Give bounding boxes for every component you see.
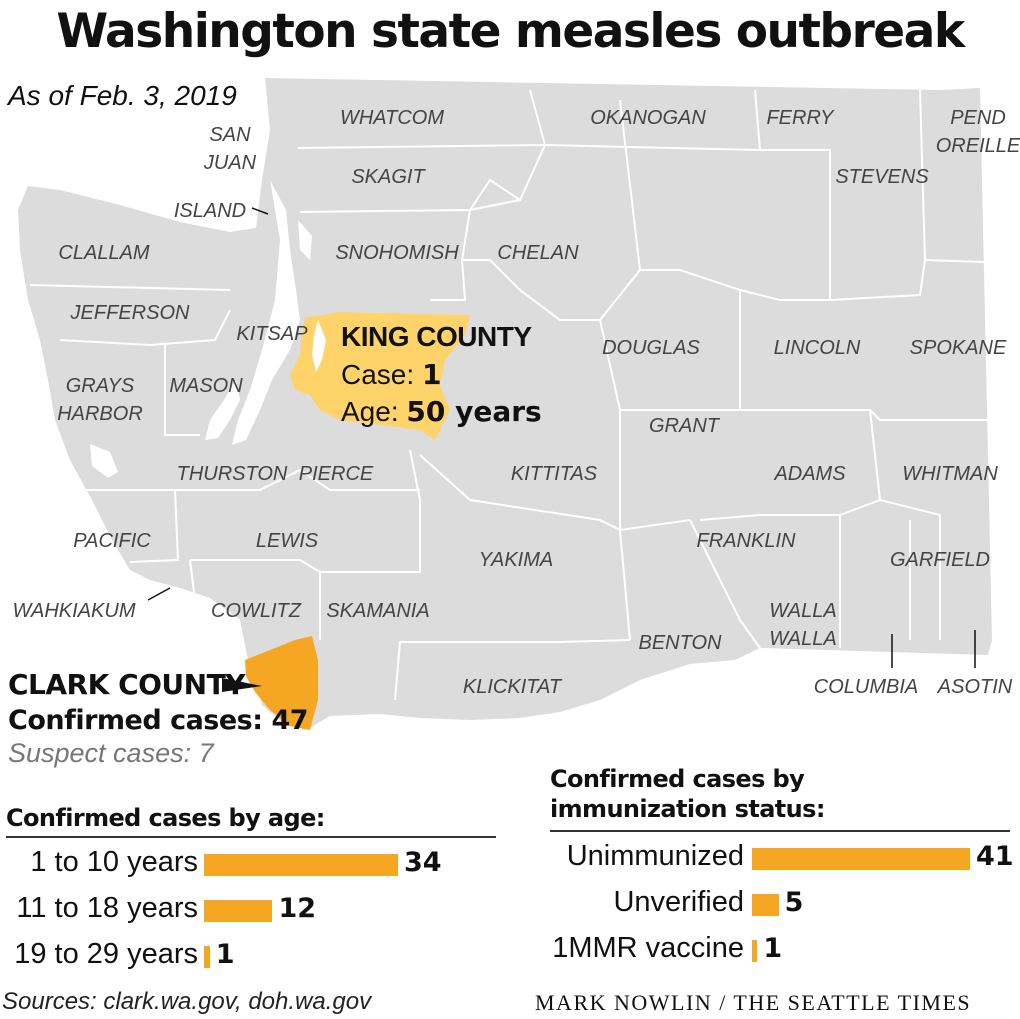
bar-value-label: 1 [763, 933, 783, 964]
county-label: WALLA [769, 600, 836, 622]
county-borders [29, 89, 988, 701]
clark-confirmed-label: Confirmed cases: [8, 705, 263, 736]
county-label: LEWIS [256, 530, 319, 552]
county-label: CHELAN [497, 242, 579, 264]
bar [204, 946, 210, 968]
county-label: LINCOLN [774, 337, 861, 359]
clark-confirmed-value: 47 [271, 705, 309, 736]
bar-value-label: 1 [215, 939, 235, 970]
county-label: MASON [169, 375, 243, 397]
county-label: KLICKITAT [463, 676, 563, 698]
county-label: WHITMAN [902, 463, 998, 485]
bar [752, 894, 779, 916]
bar [752, 940, 758, 962]
bar-value-label: 34 [404, 847, 442, 878]
bar [204, 854, 398, 876]
county-label: JEFFERSON [70, 302, 190, 324]
county-label: THURSTON [177, 463, 288, 485]
county-label: ISLAND [174, 200, 246, 222]
king-age-label: Age: [341, 396, 399, 427]
county-label: WHATCOM [340, 107, 444, 129]
king-county-water [312, 320, 326, 372]
county-label: KITTITAS [511, 463, 598, 485]
county-label: SNOHOMISH [335, 242, 459, 264]
bar-category-label: Unverified [613, 886, 744, 918]
county-label: BENTON [639, 632, 723, 654]
county-label: ADAMS [773, 463, 846, 485]
immunization-chart-title-line: immunization status: [550, 795, 825, 823]
county-label: SKAMANIA [326, 600, 429, 622]
county-label: OREILLE [936, 135, 1020, 157]
king-case-label: Case: [341, 359, 414, 390]
bar-value-label: 5 [784, 887, 804, 918]
bar-value-label: 12 [278, 893, 317, 924]
county-label: JUAN [203, 152, 257, 174]
county-label: GRANT [649, 415, 721, 437]
county-label: PACIFIC [73, 530, 151, 552]
king-county-name: KING COUNTY [341, 321, 532, 352]
county-label: WAHKIAKUM [13, 600, 136, 622]
county-label: COLUMBIA [814, 676, 918, 698]
bar-category-label: 1 to 10 years [30, 846, 198, 878]
bar-category-label: 19 to 29 years [14, 938, 198, 970]
clark-confirmed-line: Confirmed cases: 47 [8, 705, 309, 736]
immunization-chart-title: Confirmed cases by immunization status: [550, 764, 825, 824]
county-label: FERRY [766, 107, 835, 129]
county-label: OKANOGAN [590, 107, 706, 129]
county-connectors [147, 207, 976, 668]
king-county-callout: KING COUNTY Case: 1 Age: 50 years [341, 321, 542, 428]
county-label: SKAGIT [351, 166, 426, 188]
age-chart-title: Confirmed cases by age: [6, 804, 325, 832]
bar-category-label: 1MMR vaccine [552, 932, 744, 964]
king-age-line: Age: 50 years [341, 395, 542, 428]
county-label: PEND [950, 107, 1006, 129]
county-label: CLALLAM [58, 242, 149, 264]
county-labels: WHATCOM OKANOGAN FERRY PEND OREILLE SAN … [13, 107, 1020, 698]
county-label: PIERCE [299, 463, 374, 485]
as-of-date: As of Feb. 3, 2019 [8, 80, 237, 111]
county-label: GRAYS [66, 375, 135, 397]
king-age-value: 50 years [406, 395, 541, 428]
king-case-value: 1 [422, 358, 441, 391]
county-label: HARBOR [57, 403, 143, 425]
county-label: SAN [209, 124, 251, 146]
sources-note: Sources: clark.wa.gov, doh.wa.gov [2, 988, 372, 1015]
king-county-shape [290, 312, 470, 440]
county-label: WALLA [769, 628, 836, 650]
county-label: ASOTIN [937, 676, 1013, 698]
age-chart-rule [6, 836, 496, 838]
bar-category-label: 11 to 18 years [16, 892, 198, 924]
county-label: YAKIMA [479, 549, 553, 571]
county-label: DOUGLAS [602, 337, 700, 359]
clark-county-name: CLARK COUNTY [8, 668, 245, 701]
clark-suspect-cases: Suspect cases: 7 [8, 738, 214, 768]
county-label: SPOKANE [910, 337, 1007, 359]
bar-value-label: 41 [976, 841, 1014, 872]
county-label: COWLITZ [211, 600, 302, 622]
county-label: FRANKLIN [697, 530, 796, 552]
immunization-chart-title-line: Confirmed cases by [550, 765, 805, 793]
page-title: Washington state measles outbreak [56, 4, 965, 59]
bar-category-label: Unimmunized [566, 840, 744, 872]
clark-pointer-icon [222, 678, 262, 692]
immunization-chart-rule [550, 830, 1010, 832]
county-label: KITSAP [236, 323, 308, 345]
bar [204, 900, 273, 922]
credit-line: MARK NOWLIN / THE SEATTLE TIMES [535, 990, 972, 1015]
bar [752, 848, 970, 870]
county-label: STEVENS [835, 166, 929, 188]
king-case-line: Case: 1 [341, 358, 441, 391]
inland-water [90, 180, 312, 478]
clark-county-callout: CLARK COUNTY Confirmed cases: 47 Suspect… [8, 668, 309, 769]
clark-county-shape [245, 636, 318, 730]
state-shape [18, 78, 992, 730]
county-label: GARFIELD [890, 549, 990, 571]
